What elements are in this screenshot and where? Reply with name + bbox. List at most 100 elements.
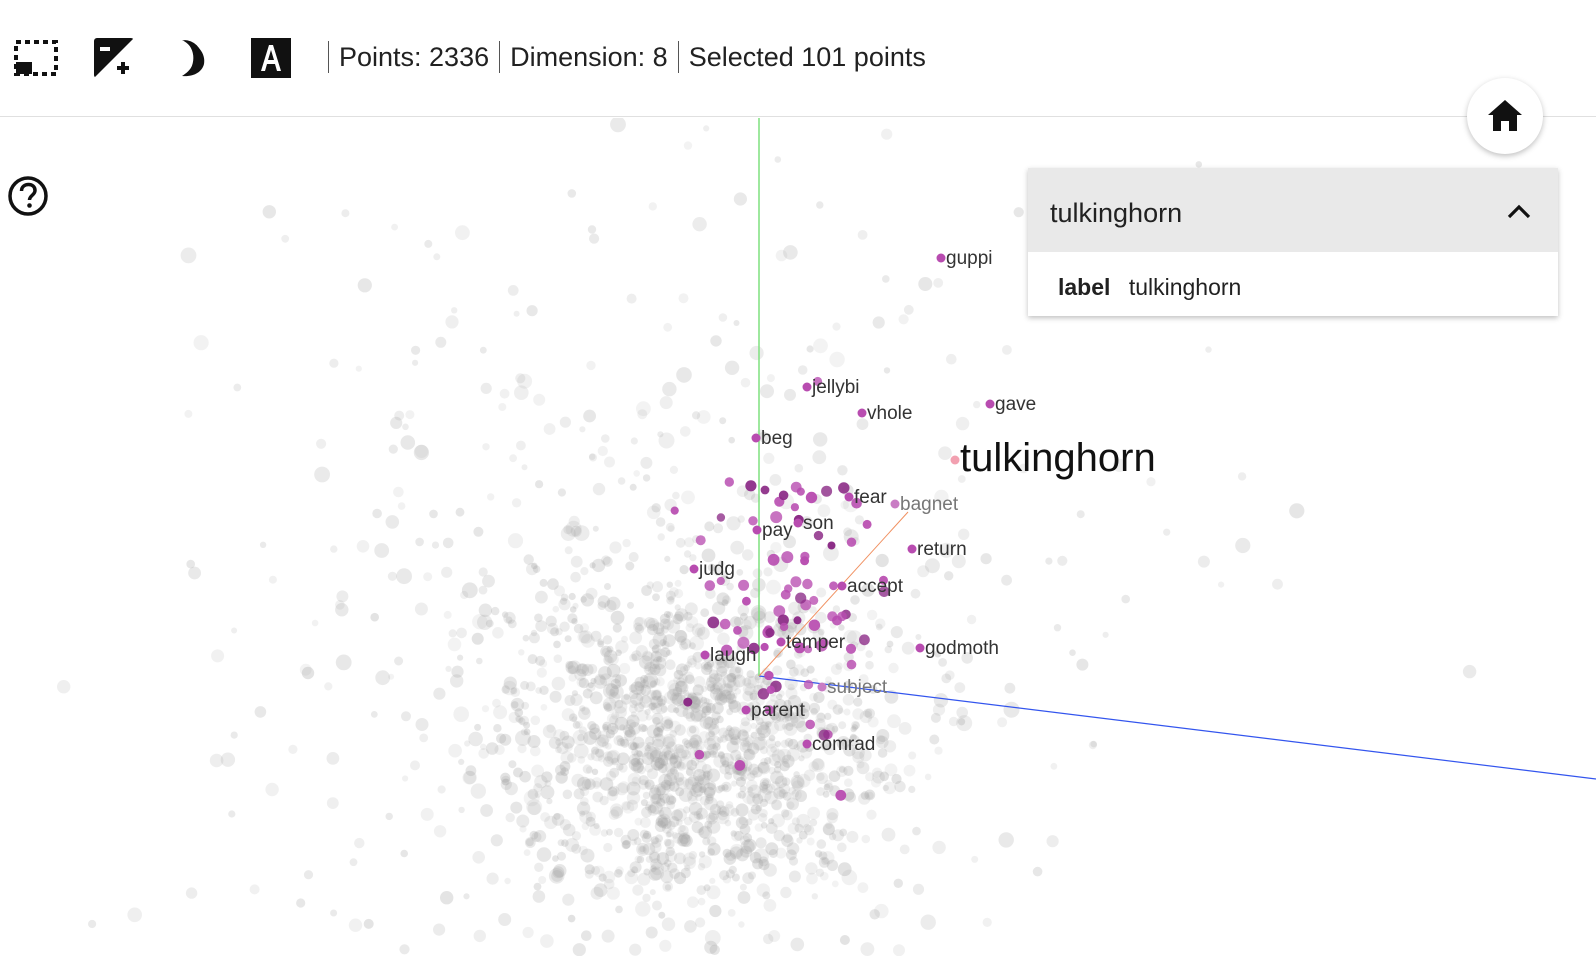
selection-icon[interactable] [12, 34, 60, 82]
background-point [782, 715, 789, 723]
background-point [729, 843, 744, 858]
point-guppi[interactable] [936, 253, 946, 263]
home-button[interactable] [1467, 78, 1543, 154]
point-fear[interactable] [844, 492, 854, 502]
background-point [551, 676, 566, 691]
background-point [789, 712, 801, 724]
point-beg[interactable] [751, 433, 761, 443]
background-point [468, 731, 483, 747]
background-point [296, 898, 306, 908]
background-point [673, 676, 681, 684]
background-point [716, 810, 730, 825]
point-vhole[interactable] [857, 408, 867, 418]
background-point [787, 683, 795, 691]
background-point [568, 673, 577, 682]
background-point [610, 806, 623, 819]
background-point [932, 703, 946, 716]
background-point [765, 721, 772, 728]
background-point [754, 823, 764, 832]
background-point [791, 789, 802, 801]
background-point [938, 658, 947, 667]
background-point [769, 474, 782, 486]
background-point [865, 660, 874, 670]
selected-point [707, 616, 720, 629]
background-point [766, 579, 781, 595]
background-point [841, 869, 858, 886]
selected-point [760, 485, 770, 495]
point-gave[interactable] [985, 399, 995, 409]
background-point [668, 720, 682, 733]
background-point [654, 757, 666, 769]
background-point [603, 756, 614, 767]
point-jellybi[interactable] [802, 382, 812, 392]
label-3d-icon[interactable] [247, 34, 295, 82]
background-point [326, 797, 339, 809]
background-point [620, 834, 632, 846]
moon-icon[interactable] [168, 34, 216, 82]
point-bagnet[interactable] [890, 499, 900, 509]
background-point [706, 743, 719, 756]
point-son[interactable] [793, 518, 803, 528]
background-point [980, 553, 992, 565]
point-subject[interactable] [817, 682, 827, 692]
inspector-header[interactable]: tulkinghorn [1028, 168, 1558, 252]
background-point [796, 773, 811, 788]
background-point [708, 669, 719, 679]
background-point [676, 835, 689, 847]
background-point [796, 720, 808, 733]
point-return[interactable] [907, 544, 917, 554]
point-accept[interactable] [837, 581, 847, 591]
background-point [843, 629, 857, 644]
background-point [696, 885, 707, 895]
background-point [739, 823, 751, 835]
point-laugh[interactable] [700, 650, 710, 660]
background-point [731, 692, 738, 699]
background-point [665, 846, 675, 857]
background-point [716, 690, 727, 702]
background-point [828, 832, 837, 841]
point-pay[interactable] [752, 525, 762, 535]
selected-point [859, 634, 870, 646]
background-point [735, 816, 749, 829]
background-point [533, 830, 547, 843]
chevron-up-icon[interactable] [1504, 196, 1534, 226]
background-point [920, 914, 936, 930]
background-point [523, 554, 534, 565]
background-point [526, 563, 539, 576]
background-point [728, 666, 741, 679]
background-point [450, 674, 464, 688]
background-point [602, 721, 612, 731]
background-point [761, 711, 775, 725]
background-point [668, 816, 680, 828]
background-point [1235, 537, 1251, 554]
point-judg[interactable] [689, 564, 699, 574]
projection-scatter-plot[interactable]: guppi jellybi vhole gave beg tulkinghorn… [0, 118, 1596, 956]
background-point [400, 849, 409, 858]
background-point [589, 824, 601, 836]
background-point [518, 717, 526, 725]
background-point [233, 383, 242, 392]
point-godmoth[interactable] [915, 643, 925, 653]
background-point [745, 818, 753, 826]
background-point [616, 738, 626, 747]
help-icon[interactable] [6, 174, 50, 218]
background-point [615, 649, 622, 657]
point-parent[interactable] [741, 705, 751, 715]
background-point [710, 335, 722, 347]
background-point [522, 926, 534, 939]
background-point [656, 656, 663, 663]
background-point [821, 857, 829, 865]
background-point [642, 842, 656, 856]
hovered-point[interactable] [950, 455, 960, 465]
background-point [185, 887, 198, 899]
background-point [750, 722, 757, 730]
background-point [552, 866, 565, 879]
background-point [838, 721, 847, 730]
point-comrad[interactable] [802, 739, 812, 749]
background-point [401, 711, 411, 722]
point-temper[interactable] [776, 637, 786, 647]
selected-point [760, 642, 769, 652]
night-mode-icon[interactable] [90, 34, 138, 82]
background-point [650, 862, 665, 876]
background-point [249, 884, 260, 895]
